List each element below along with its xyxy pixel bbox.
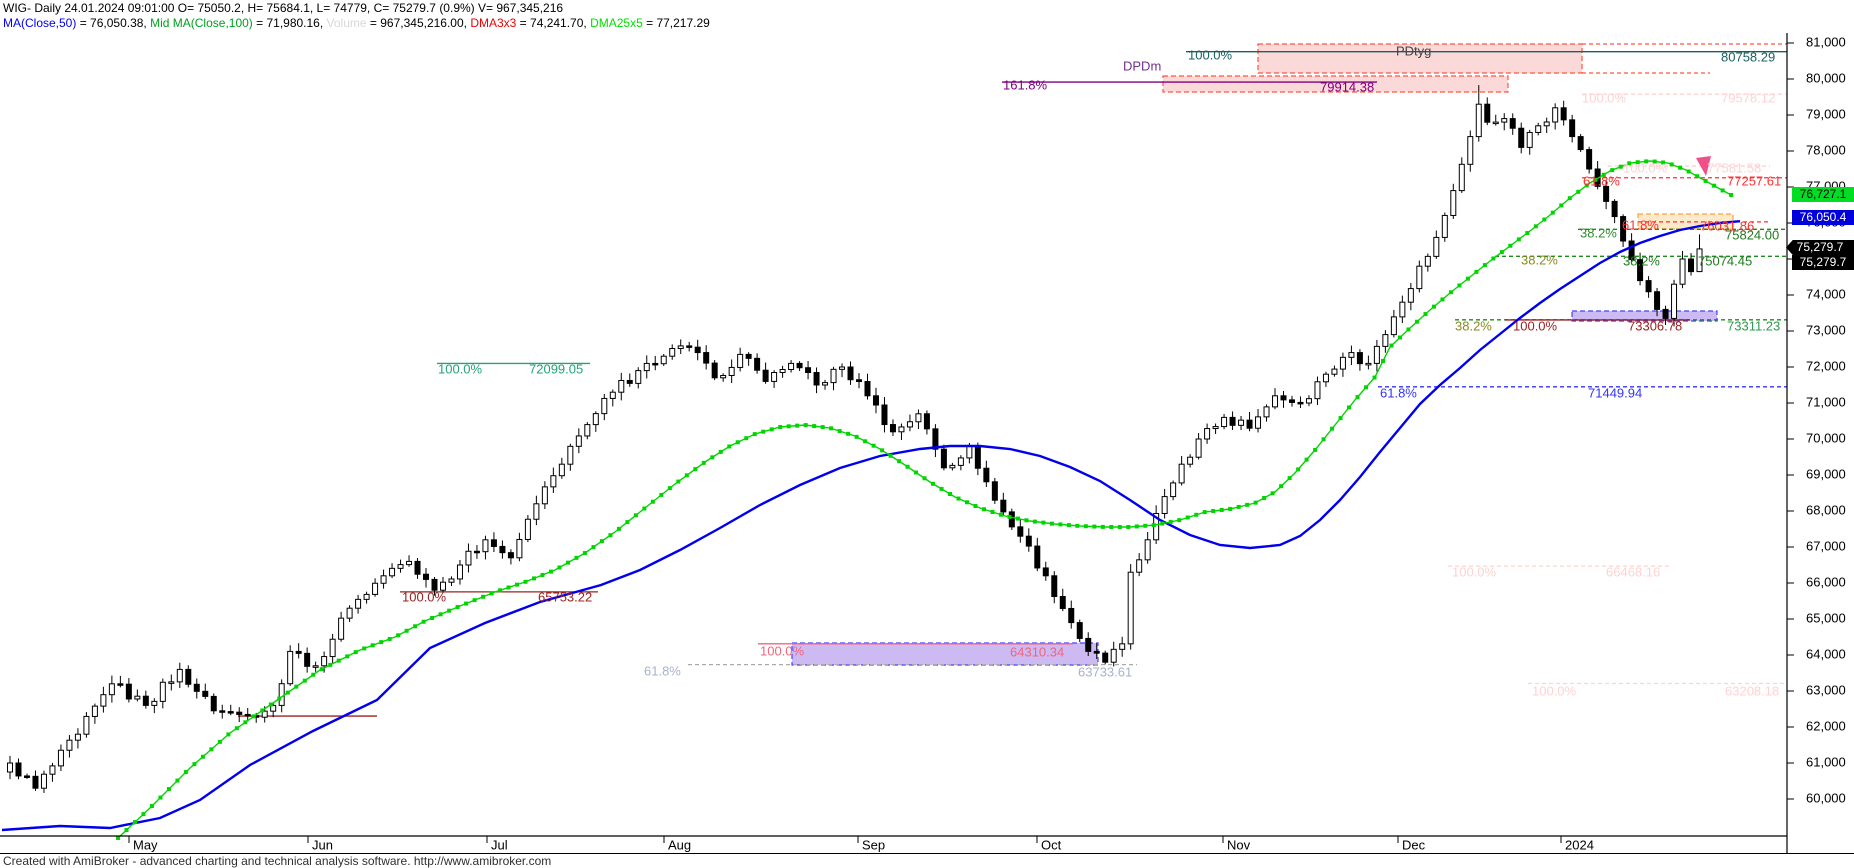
svg-text:Jun: Jun — [312, 838, 333, 853]
footer-text: Created with AmiBroker - advanced charti… — [3, 854, 552, 868]
svg-text:61,000: 61,000 — [1806, 754, 1846, 769]
svg-text:65,000: 65,000 — [1806, 610, 1846, 625]
svg-text:69,000: 69,000 — [1806, 466, 1846, 481]
svg-text:62,000: 62,000 — [1806, 718, 1846, 733]
svg-text:2024: 2024 — [1565, 838, 1594, 853]
svg-text:75824.00: 75824.00 — [1725, 228, 1779, 243]
svg-text:100.0%: 100.0% — [1452, 565, 1497, 580]
svg-text:80,000: 80,000 — [1806, 70, 1846, 85]
ma50-line — [1, 220, 1741, 832]
svg-text:78,000: 78,000 — [1806, 142, 1846, 157]
svg-text:63208.18: 63208.18 — [1725, 684, 1779, 699]
svg-text:66,000: 66,000 — [1806, 574, 1846, 589]
last-price-marker: 75,279.7 — [1786, 240, 1854, 255]
svg-text:DPDm: DPDm — [1123, 59, 1161, 74]
svg-text:38.2%: 38.2% — [1455, 319, 1492, 334]
svg-text:79914.38: 79914.38 — [1320, 80, 1374, 95]
svg-text:100.0%: 100.0% — [1513, 319, 1558, 334]
dma3x3-value: = 74,241.70, — [516, 16, 591, 30]
indicator-title-line: MA(Close,50) = 76,050.38, Mid MA(Close,1… — [3, 16, 710, 31]
svg-text:100.0%: 100.0% — [1582, 91, 1627, 106]
svg-text:Oct: Oct — [1041, 838, 1062, 853]
volume-value: = 967,345,216.00, — [366, 16, 471, 30]
svg-text:75074.45: 75074.45 — [1698, 254, 1752, 269]
dma3x3-label: DMA3x3 — [470, 16, 517, 30]
svg-text:77257.61: 77257.61 — [1727, 174, 1781, 189]
svg-text:63,000: 63,000 — [1806, 682, 1846, 697]
dma25x5-line — [116, 159, 1734, 840]
chart-title-block: WIG- Daily 24.01.2024 09:01:00 O= 75050.… — [3, 1, 710, 31]
svg-text:161.8%: 161.8% — [1003, 78, 1048, 93]
svg-text:66468.16: 66468.16 — [1606, 565, 1660, 580]
svg-text:79,000: 79,000 — [1806, 106, 1846, 121]
svg-text:61.8%: 61.8% — [1622, 218, 1659, 233]
amibroker-footer: Created with AmiBroker - advanced charti… — [0, 853, 1854, 868]
svg-text:73,000: 73,000 — [1806, 322, 1846, 337]
svg-text:May: May — [133, 838, 158, 853]
svg-text:81,000: 81,000 — [1806, 34, 1846, 49]
svg-text:38.2%: 38.2% — [1623, 254, 1660, 269]
svg-text:Sep: Sep — [862, 838, 885, 853]
svg-text:Aug: Aug — [668, 838, 691, 853]
svg-text:73311.23: 73311.23 — [1727, 319, 1780, 334]
svg-text:79578.12: 79578.12 — [1721, 91, 1775, 106]
svg-text:70,000: 70,000 — [1806, 430, 1846, 445]
svg-text:71449.94: 71449.94 — [1588, 386, 1642, 401]
svg-text:74,000: 74,000 — [1806, 286, 1846, 301]
ohlc-text: WIG- Daily 24.01.2024 09:01:00 O= 75050.… — [3, 1, 564, 15]
green-dma-price-marker: 76,727.1 — [1792, 187, 1854, 202]
svg-text:61.8%: 61.8% — [1583, 174, 1620, 189]
svg-text:61.8%: 61.8% — [644, 664, 681, 679]
svg-text:60,000: 60,000 — [1806, 790, 1846, 805]
svg-text:Jul: Jul — [491, 838, 508, 853]
fib-zones — [791, 43, 1734, 666]
svg-text:Dec: Dec — [1402, 838, 1426, 853]
svg-text:64,000: 64,000 — [1806, 646, 1846, 661]
candlesticks — [7, 85, 1703, 793]
axes: 60,000 61,000 62,000 63,000 64,000 65,000 66,0… — [0, 33, 1846, 853]
svg-text:72,000: 72,000 — [1806, 358, 1846, 373]
ma100-label: Mid MA(Close,100) — [150, 16, 253, 30]
svg-text:100.0%: 100.0% — [1188, 48, 1233, 63]
ma50-label: MA(Close,50) — [3, 16, 77, 30]
svg-text:68,000: 68,000 — [1806, 502, 1846, 517]
ma50-value: = 76,050.38, — [76, 16, 151, 30]
blue-ma-price-marker: 76,050.4 — [1792, 210, 1854, 225]
svg-text:100.0%: 100.0% — [1623, 161, 1668, 176]
svg-text:100.0%: 100.0% — [438, 362, 483, 377]
svg-text:73306.78: 73306.78 — [1628, 319, 1682, 334]
svg-text:100.0%: 100.0% — [402, 590, 447, 605]
ma100-value: = 71,980.16, — [252, 16, 327, 30]
svg-text:64310.34: 64310.34 — [1010, 645, 1064, 660]
svg-text:100.0%: 100.0% — [760, 644, 805, 659]
svg-text:67,000: 67,000 — [1806, 538, 1846, 553]
svg-text:PDtyg: PDtyg — [1396, 44, 1431, 59]
svg-text:77581.58: 77581.58 — [1707, 161, 1761, 176]
close-price-marker: 75,279.7 — [1792, 255, 1854, 270]
svg-text:100.0%: 100.0% — [1532, 684, 1577, 699]
fib-level-lines — [238, 43, 1787, 717]
dma25x5-label: DMA25x5 — [590, 16, 643, 30]
svg-text:72099.05: 72099.05 — [529, 362, 583, 377]
svg-text:65753.22: 65753.22 — [538, 590, 592, 605]
svg-text:63733.61: 63733.61 — [1078, 665, 1132, 680]
svg-text:61.8%: 61.8% — [1380, 386, 1417, 401]
svg-text:80758.29: 80758.29 — [1721, 50, 1775, 65]
signal-arrow-icon — [1696, 156, 1711, 176]
svg-text:Nov: Nov — [1227, 838, 1251, 853]
ohlc-title-line: WIG- Daily 24.01.2024 09:01:00 O= 75050.… — [3, 1, 710, 16]
svg-text:38.2%: 38.2% — [1521, 253, 1558, 268]
dma25x5-value: = 77,217.29 — [642, 16, 710, 30]
fib-labels: 100.0% 80758.29 PDtyg DPDm 161.8% 79914.38 100… — [402, 44, 1781, 699]
volume-label: Volume — [326, 16, 367, 30]
svg-text:71,000: 71,000 — [1806, 394, 1846, 409]
svg-text:76031.86: 76031.86 — [1700, 219, 1754, 234]
svg-text:38.2%: 38.2% — [1580, 226, 1617, 241]
